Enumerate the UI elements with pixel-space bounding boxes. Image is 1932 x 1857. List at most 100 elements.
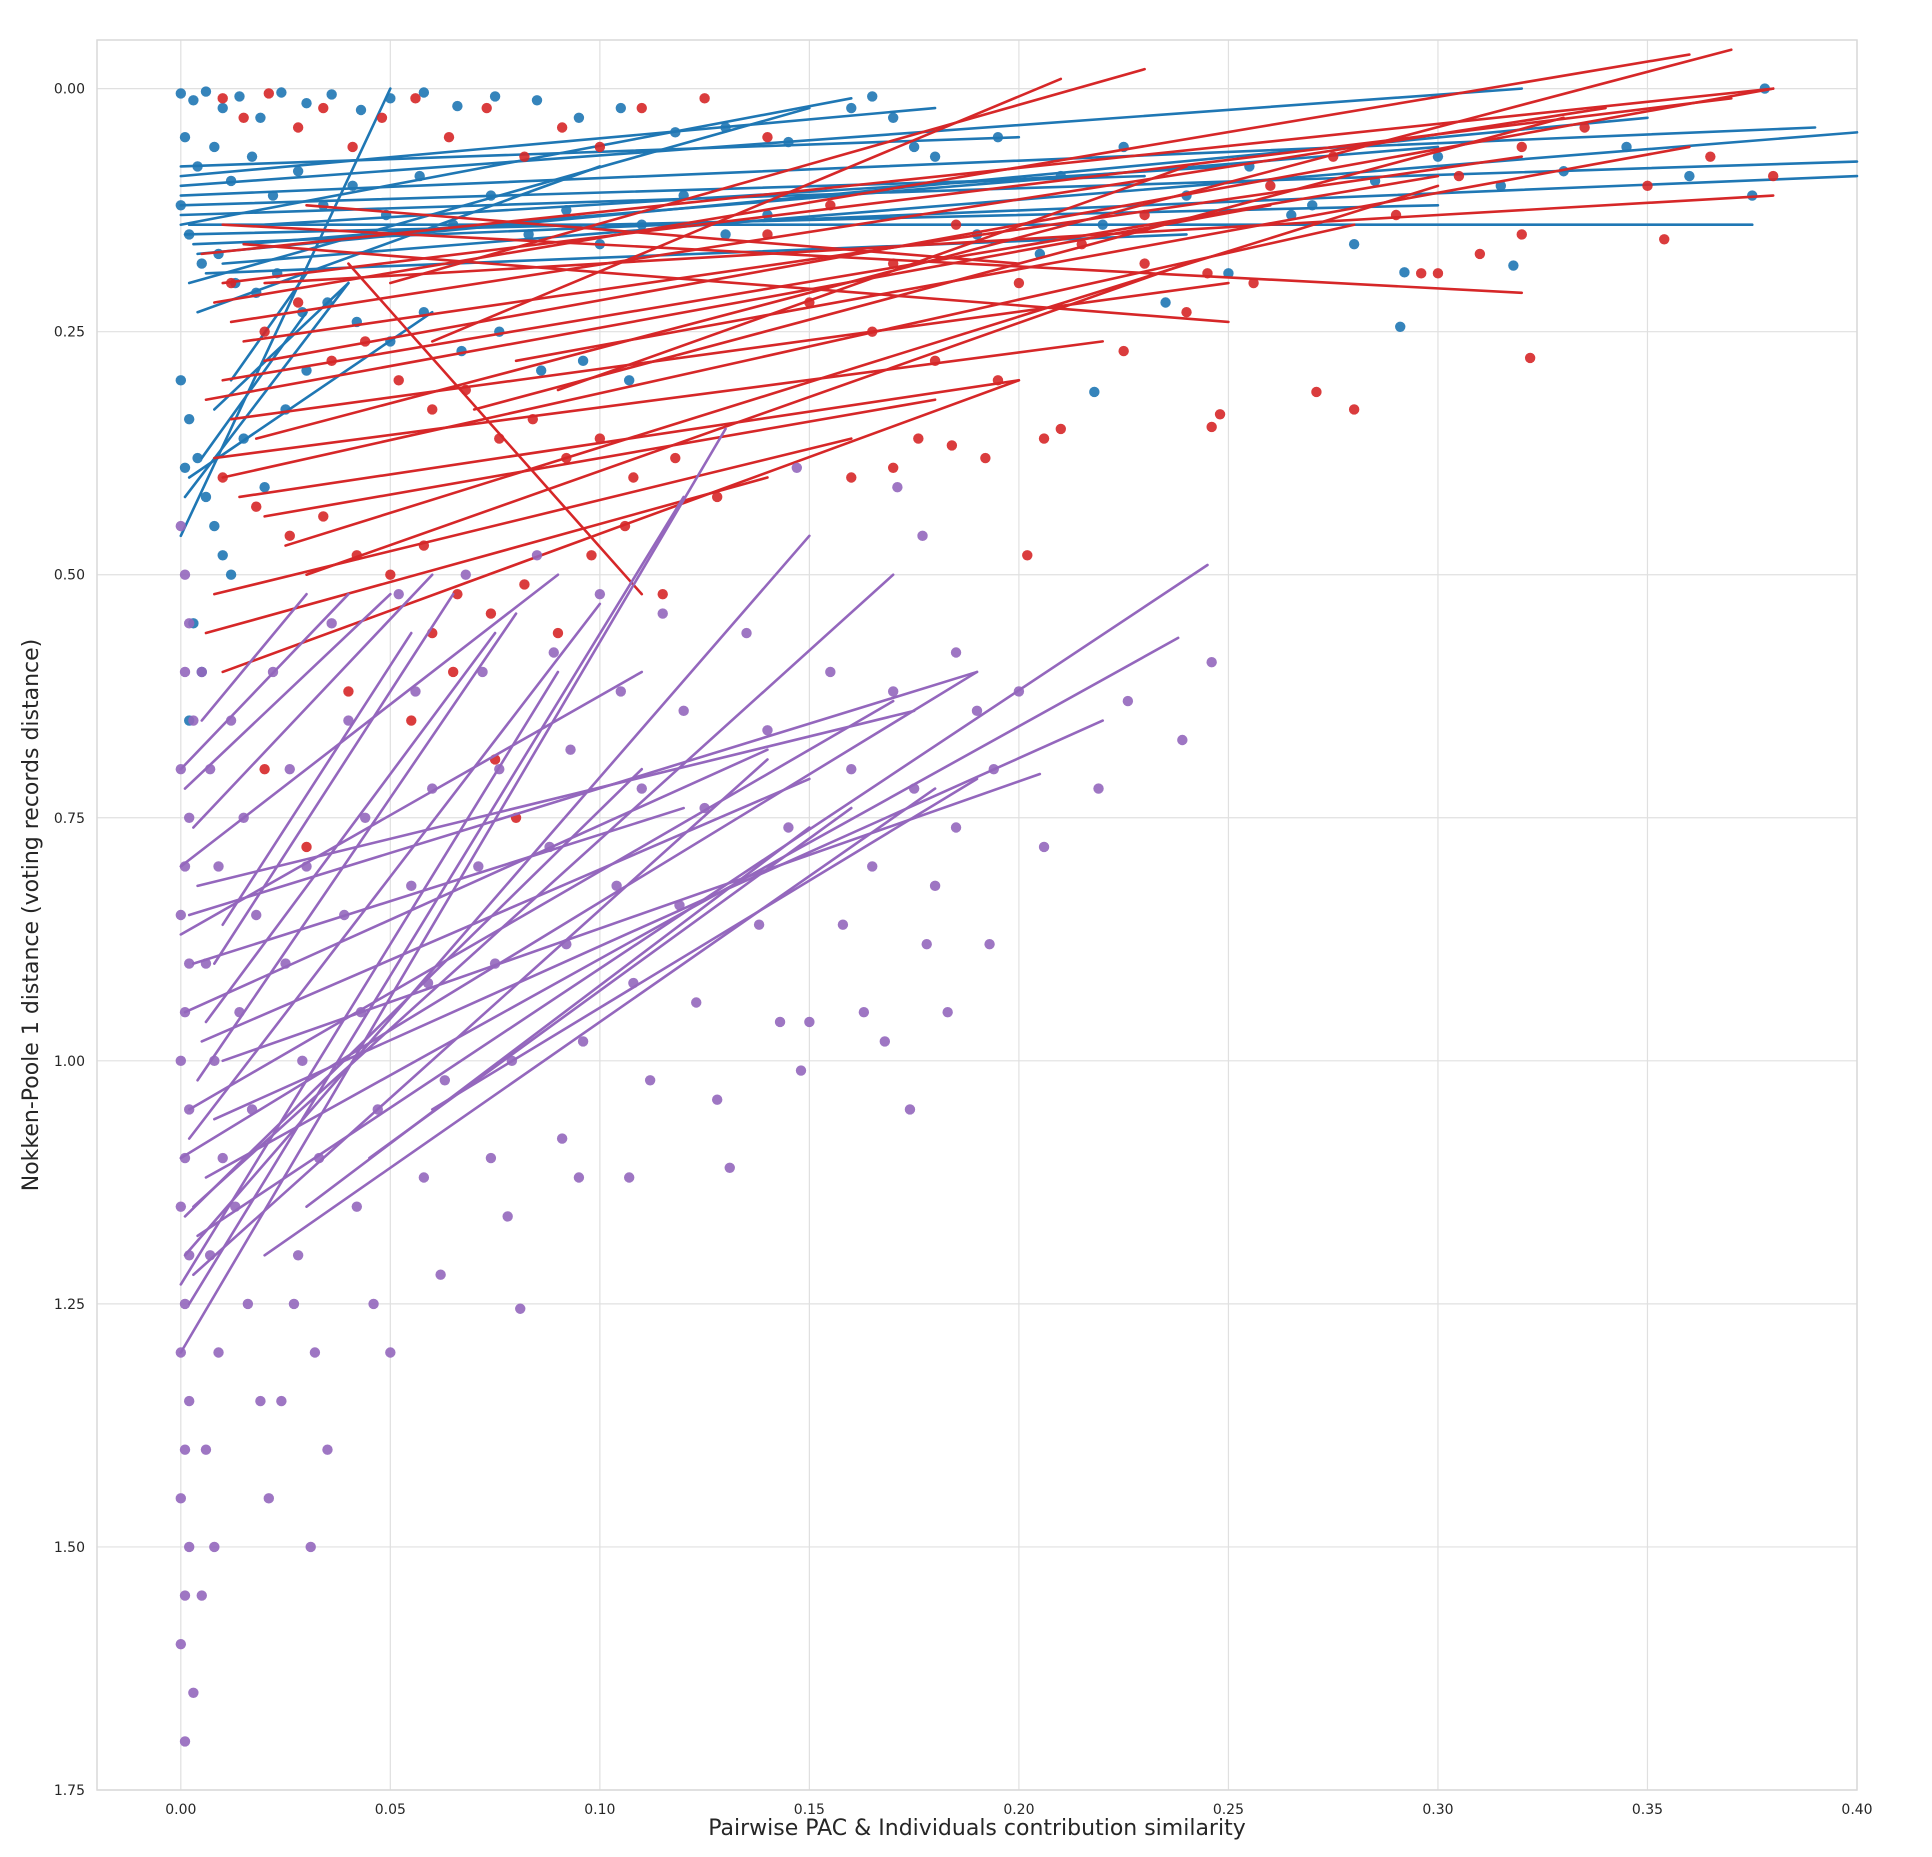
regression-line (179, 670, 560, 1286)
scatter-point (251, 501, 262, 512)
scatter-point (175, 1201, 187, 1212)
regression-line (183, 748, 769, 1014)
scatter-point (1248, 277, 1259, 289)
scatter-point (301, 365, 312, 376)
scatter-point (326, 89, 337, 100)
x-tick-label: 0.30 (1422, 1802, 1453, 1818)
regression-line (187, 495, 685, 1306)
x-tick-label: 0.35 (1632, 1802, 1663, 1818)
regression-line (213, 592, 455, 965)
scatter-point (623, 1172, 635, 1183)
scatter-point (846, 763, 857, 775)
scatter-point (301, 97, 312, 109)
regression-line (183, 534, 811, 1257)
scatter-point (1022, 550, 1033, 561)
scatter-point (1206, 657, 1217, 668)
scatter-point (410, 686, 421, 697)
scatter-point (183, 958, 195, 969)
scatter-point (917, 530, 928, 542)
scatter-point (213, 861, 224, 872)
regression-line (179, 670, 979, 1160)
scatter-point (263, 1493, 275, 1504)
scatter-point (502, 1211, 513, 1222)
scatter-point (292, 297, 304, 308)
scatter-point (246, 151, 258, 162)
scatter-point (188, 95, 199, 106)
scatter-point (196, 1590, 207, 1601)
scatter-point (1038, 433, 1050, 444)
regression-line (213, 719, 1105, 1121)
scatter-point (565, 744, 576, 755)
scatter-point (481, 102, 492, 114)
scatter-point (183, 1541, 195, 1553)
regression-line (187, 602, 602, 1140)
scatter-point (636, 102, 647, 114)
scatter-point (217, 93, 228, 104)
scatter-point (1642, 180, 1653, 192)
regression-line (213, 340, 1105, 460)
scatter-point (183, 618, 195, 629)
scatter-point (950, 219, 962, 230)
scatter-point (418, 1172, 430, 1183)
y-tick-label: 1.75 (54, 1783, 85, 1799)
y-tick-label: 1.00 (54, 1054, 85, 1070)
scatter-point (573, 112, 585, 123)
scatter-point (200, 1444, 212, 1455)
scatter-point (217, 1152, 228, 1164)
scatter-point (359, 812, 371, 823)
scatter-point (443, 132, 455, 143)
scatter-point (691, 997, 702, 1008)
regression-line (229, 272, 308, 382)
scatter-point (351, 1201, 363, 1212)
scatter-point (183, 413, 195, 425)
scatter-point (292, 1250, 304, 1261)
scatter-point (368, 1298, 379, 1310)
scatter-point (309, 1347, 321, 1358)
scatter-point (1265, 180, 1276, 192)
regression-line (179, 670, 644, 936)
scatter-point (1516, 229, 1527, 240)
regression-line (187, 310, 434, 479)
scatter-point (711, 491, 723, 503)
scatter-point (774, 1016, 786, 1028)
scatter-point (531, 550, 543, 561)
scatter-point (1432, 151, 1444, 162)
regression-line (200, 592, 308, 722)
regression-line (179, 126, 1817, 197)
regression-line (263, 787, 937, 1257)
scatter-point (347, 141, 358, 153)
scatter-point (519, 151, 530, 162)
regression-line (430, 77, 1063, 343)
regression-line (179, 87, 1524, 188)
y-tick-label: 1.25 (54, 1297, 85, 1313)
series-0 (175, 83, 1859, 726)
scatter-point (1139, 258, 1150, 269)
regression-line (242, 242, 1230, 324)
scatter-point (259, 326, 270, 337)
regression-line (179, 592, 350, 771)
scatter-point (175, 375, 187, 386)
scatter-point (586, 550, 597, 561)
scatter-point (1206, 421, 1217, 433)
tick-labels: 0.00 0.05 0.10 0.15 0.20 0.25 0.30 0.35 0.40 0.00… (54, 82, 1873, 1818)
regression-line (221, 378, 1021, 674)
scatter-point (1659, 234, 1670, 245)
scatter-point (556, 122, 568, 133)
scatter-point (213, 1347, 224, 1358)
y-tick-label: 0.25 (54, 325, 85, 341)
regression-line (213, 437, 853, 596)
scatter-point (929, 880, 941, 892)
scatter-point (623, 375, 635, 386)
x-tick-label: 0.00 (165, 1802, 196, 1818)
scatter-point (393, 375, 404, 386)
scatter-point (485, 608, 497, 619)
regression-line (196, 165, 602, 314)
scatter-point (435, 1269, 446, 1280)
scatter-point (418, 87, 430, 98)
scatter-point (984, 938, 995, 950)
scatter-point (234, 91, 245, 102)
scatter-point (1118, 345, 1129, 357)
scatter-point (1705, 151, 1716, 162)
scatter-point (942, 1007, 953, 1018)
